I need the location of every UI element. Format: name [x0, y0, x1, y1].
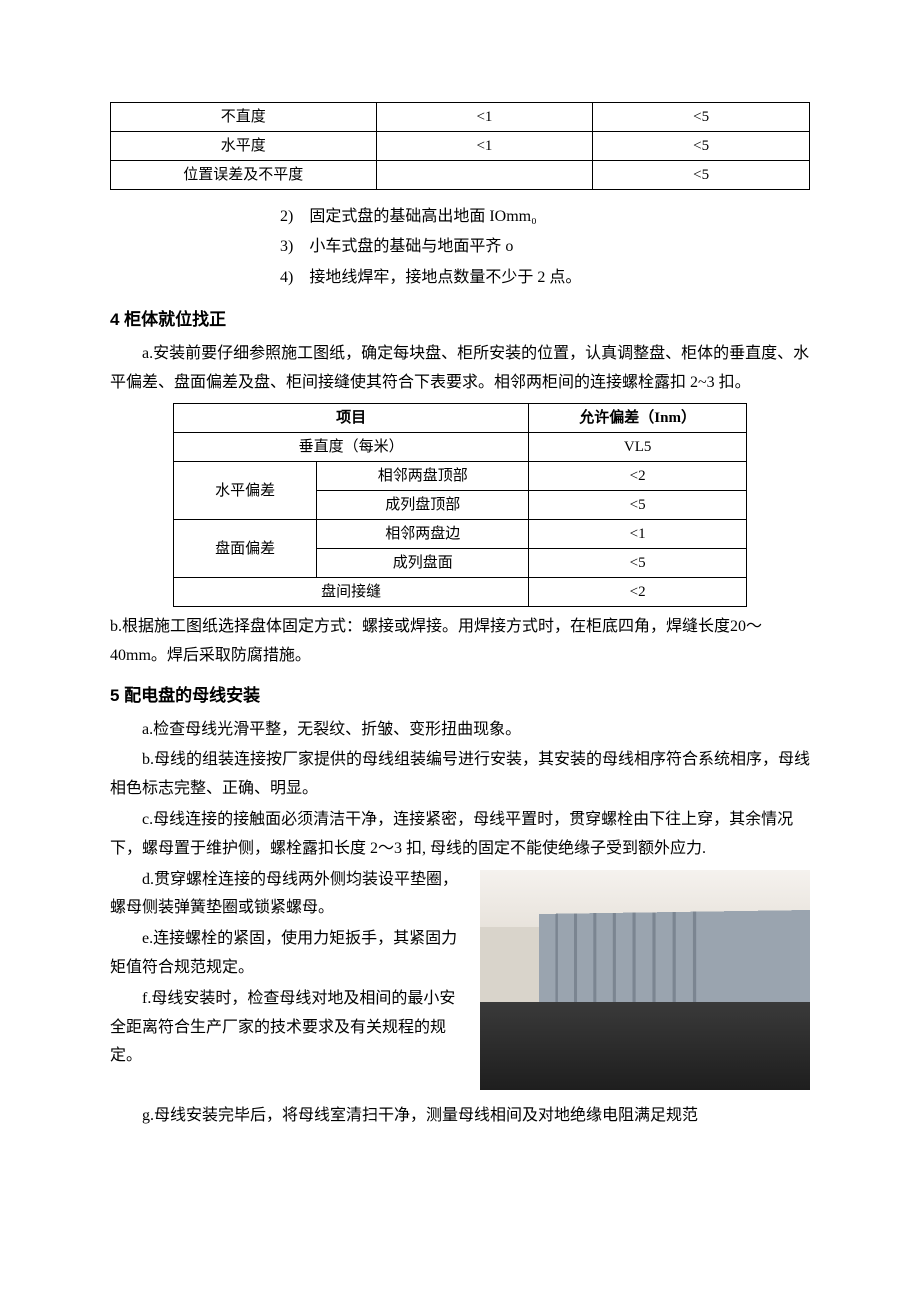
cell: [376, 161, 593, 190]
cell: <2: [529, 462, 747, 491]
section-5-body: c.母线连接的接触面必须清洁干净，连接紧密，母线平置时，贯穿螺栓由下往上穿，其余…: [110, 806, 810, 1094]
cell: <5: [529, 491, 747, 520]
cell: VL5: [529, 433, 747, 462]
tolerance-table-1: 不直度 <1 <5 水平度 <1 <5 位置误差及不平度 <5: [110, 102, 810, 190]
list-item: 2) 固定式盘的基础高出地面 IOmm₀: [280, 202, 810, 232]
cell: 垂直度（每米）: [174, 433, 529, 462]
cell: <5: [593, 161, 810, 190]
table-row: 盘面偏差 相邻两盘边 <1: [174, 520, 747, 549]
cell: <1: [529, 520, 747, 549]
table-row: 项目 允许偏差（Inm）: [174, 404, 747, 433]
section-5-b: b.母线的组装连接按厂家提供的母线组装编号进行安装，其安装的母线相序符合系统相序…: [110, 746, 810, 804]
table-row: 水平偏差 相邻两盘顶部 <2: [174, 462, 747, 491]
cell: 水平偏差: [174, 462, 317, 520]
list-item: 4) 接地线焊牢，接地点数量不少于 2 点。: [280, 263, 810, 293]
table-row: 不直度 <1 <5: [111, 103, 810, 132]
section-5-a: a.检查母线光滑平整，无裂纹、折皱、变形扭曲现象。: [110, 716, 810, 745]
table-header: 项目: [174, 404, 529, 433]
cell: <1: [376, 103, 593, 132]
cell: 水平度: [111, 132, 377, 161]
table-row: 水平度 <1 <5: [111, 132, 810, 161]
tolerance-table-2: 项目 允许偏差（Inm） 垂直度（每米） VL5 水平偏差 相邻两盘顶部 <2 …: [173, 403, 747, 607]
cell: <5: [529, 549, 747, 578]
cell: 不直度: [111, 103, 377, 132]
cell: 盘间接缝: [174, 578, 529, 607]
section-5-heading: 5 配电盘的母线安装: [110, 681, 810, 712]
table-row: 位置误差及不平度 <5: [111, 161, 810, 190]
cell: <1: [376, 132, 593, 161]
numbered-list: 2) 固定式盘的基础高出地面 IOmm₀ 3) 小车式盘的基础与地面平齐 o 4…: [280, 202, 810, 293]
equipment-room-photo: [480, 870, 810, 1090]
section-4-p2: b.根据施工图纸选择盘体固定方式：螺接或焊接。用焊接方式时，在柜底四角，焊缝长度…: [110, 613, 810, 671]
cell: 盘面偏差: [174, 520, 317, 578]
table-header: 允许偏差（Inm）: [529, 404, 747, 433]
cell: 相邻两盘顶部: [317, 462, 529, 491]
section-4-heading: 4 柜体就位找正: [110, 305, 810, 336]
cell: 成列盘面: [317, 549, 529, 578]
cell: <2: [529, 578, 747, 607]
cell: 位置误差及不平度: [111, 161, 377, 190]
section-5-c: c.母线连接的接触面必须清洁干净，连接紧密，母线平置时，贯穿螺栓由下往上穿，其余…: [110, 806, 810, 864]
list-item: 3) 小车式盘的基础与地面平齐 o: [280, 232, 810, 262]
section-4-p1: a.安装前要仔细参照施工图纸，确定每块盘、柜所安装的位置，认真调整盘、柜体的垂直…: [110, 340, 810, 398]
photo-floor: [480, 1002, 810, 1090]
table-row: 盘间接缝 <2: [174, 578, 747, 607]
section-5-g: g.母线安装完毕后，将母线室清扫干净，测量母线相间及对地绝缘电阻满足规范: [110, 1102, 810, 1131]
cell: <5: [593, 132, 810, 161]
cell: 成列盘顶部: [317, 491, 529, 520]
cell: 相邻两盘边: [317, 520, 529, 549]
cell: <5: [593, 103, 810, 132]
table-row: 垂直度（每米） VL5: [174, 433, 747, 462]
